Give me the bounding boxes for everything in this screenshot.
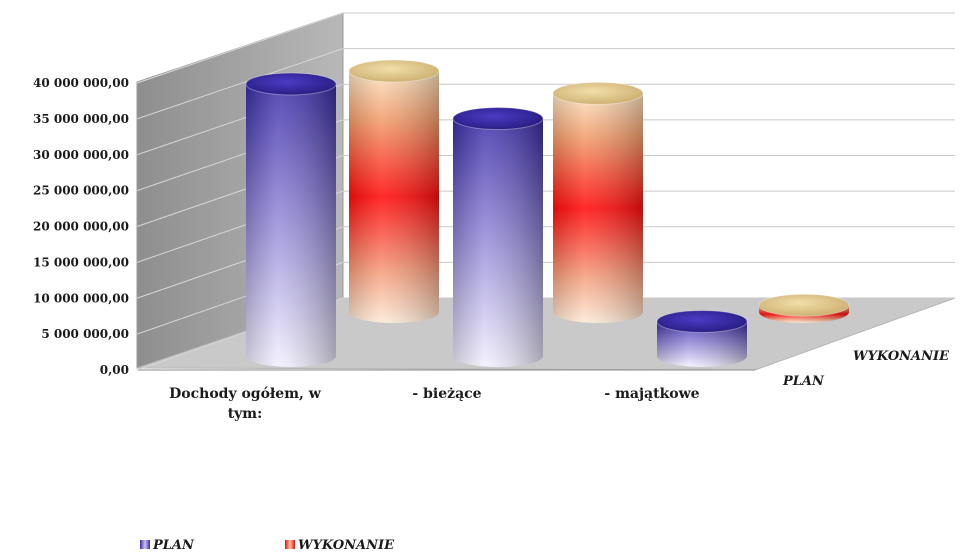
depth-label-plan: PLAN bbox=[782, 374, 825, 389]
category-label: - bieżące bbox=[412, 386, 481, 402]
y-axis-ticks: 0,00 5 000 000,00 10 000 000,00 15 000 000,… bbox=[33, 76, 129, 377]
legend-swatch-wykonanie bbox=[285, 540, 295, 549]
y-tick-label: 0,00 bbox=[100, 363, 129, 377]
bar-wykonanie-0 bbox=[349, 60, 439, 323]
category-label: - majątkowe bbox=[604, 386, 699, 402]
bar-wykonanie-1 bbox=[553, 82, 643, 323]
bar-shade bbox=[553, 93, 643, 323]
legend-label-plan: PLAN bbox=[152, 538, 195, 553]
y-tick-label: 30 000 000,00 bbox=[33, 148, 129, 162]
bar-plan-1 bbox=[453, 108, 543, 367]
legend-label-wykonanie: WYKONANIE bbox=[298, 538, 395, 553]
y-tick-label: 10 000 000,00 bbox=[33, 291, 129, 305]
bar-top bbox=[453, 108, 543, 130]
y-tick-label: 40 000 000,00 bbox=[33, 76, 129, 90]
bar-shade bbox=[246, 84, 336, 367]
bar-plan-2 bbox=[657, 310, 747, 367]
bar-shade bbox=[453, 119, 543, 367]
bar-top bbox=[349, 60, 439, 82]
category-labels: Dochody ogółem, w tym: - bieżące - majątkow… bbox=[169, 386, 700, 422]
bar-top bbox=[759, 294, 849, 316]
y-tick-label: 20 000 000,00 bbox=[33, 220, 129, 234]
category-label: tym: bbox=[228, 406, 263, 422]
legend-swatch-plan bbox=[140, 540, 150, 549]
bar-wykonanie-2 bbox=[759, 294, 849, 323]
y-tick-label: 25 000 000,00 bbox=[33, 184, 129, 198]
bar-top bbox=[553, 82, 643, 104]
depth-label-wykonanie: WYKONANIE bbox=[853, 349, 950, 364]
bar-top bbox=[657, 310, 747, 332]
y-tick-label: 15 000 000,00 bbox=[33, 255, 129, 269]
bar-shade bbox=[349, 71, 439, 323]
legend: PLAN WYKONANIE bbox=[140, 538, 395, 553]
y-tick-label: 35 000 000,00 bbox=[33, 112, 129, 126]
bar-plan-0 bbox=[246, 73, 336, 367]
bar-top bbox=[246, 73, 336, 95]
y-tick-label: 5 000 000,00 bbox=[41, 327, 129, 341]
category-label: Dochody ogółem, w bbox=[169, 386, 322, 402]
